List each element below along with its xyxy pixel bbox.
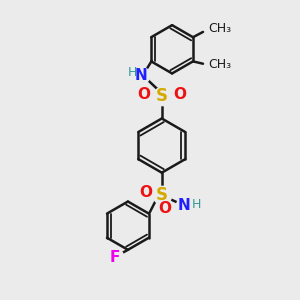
- Text: F: F: [110, 250, 120, 265]
- Text: O: O: [158, 201, 171, 216]
- Text: N: N: [135, 68, 148, 83]
- Text: H: H: [191, 198, 201, 211]
- Text: H: H: [128, 66, 138, 80]
- Text: CH₃: CH₃: [208, 22, 231, 35]
- Text: O: O: [137, 87, 150, 102]
- Text: CH₃: CH₃: [208, 58, 231, 71]
- Text: S: S: [156, 186, 168, 204]
- Text: O: O: [139, 185, 152, 200]
- Text: S: S: [156, 87, 168, 105]
- Text: N: N: [178, 198, 190, 213]
- Text: O: O: [173, 87, 187, 102]
